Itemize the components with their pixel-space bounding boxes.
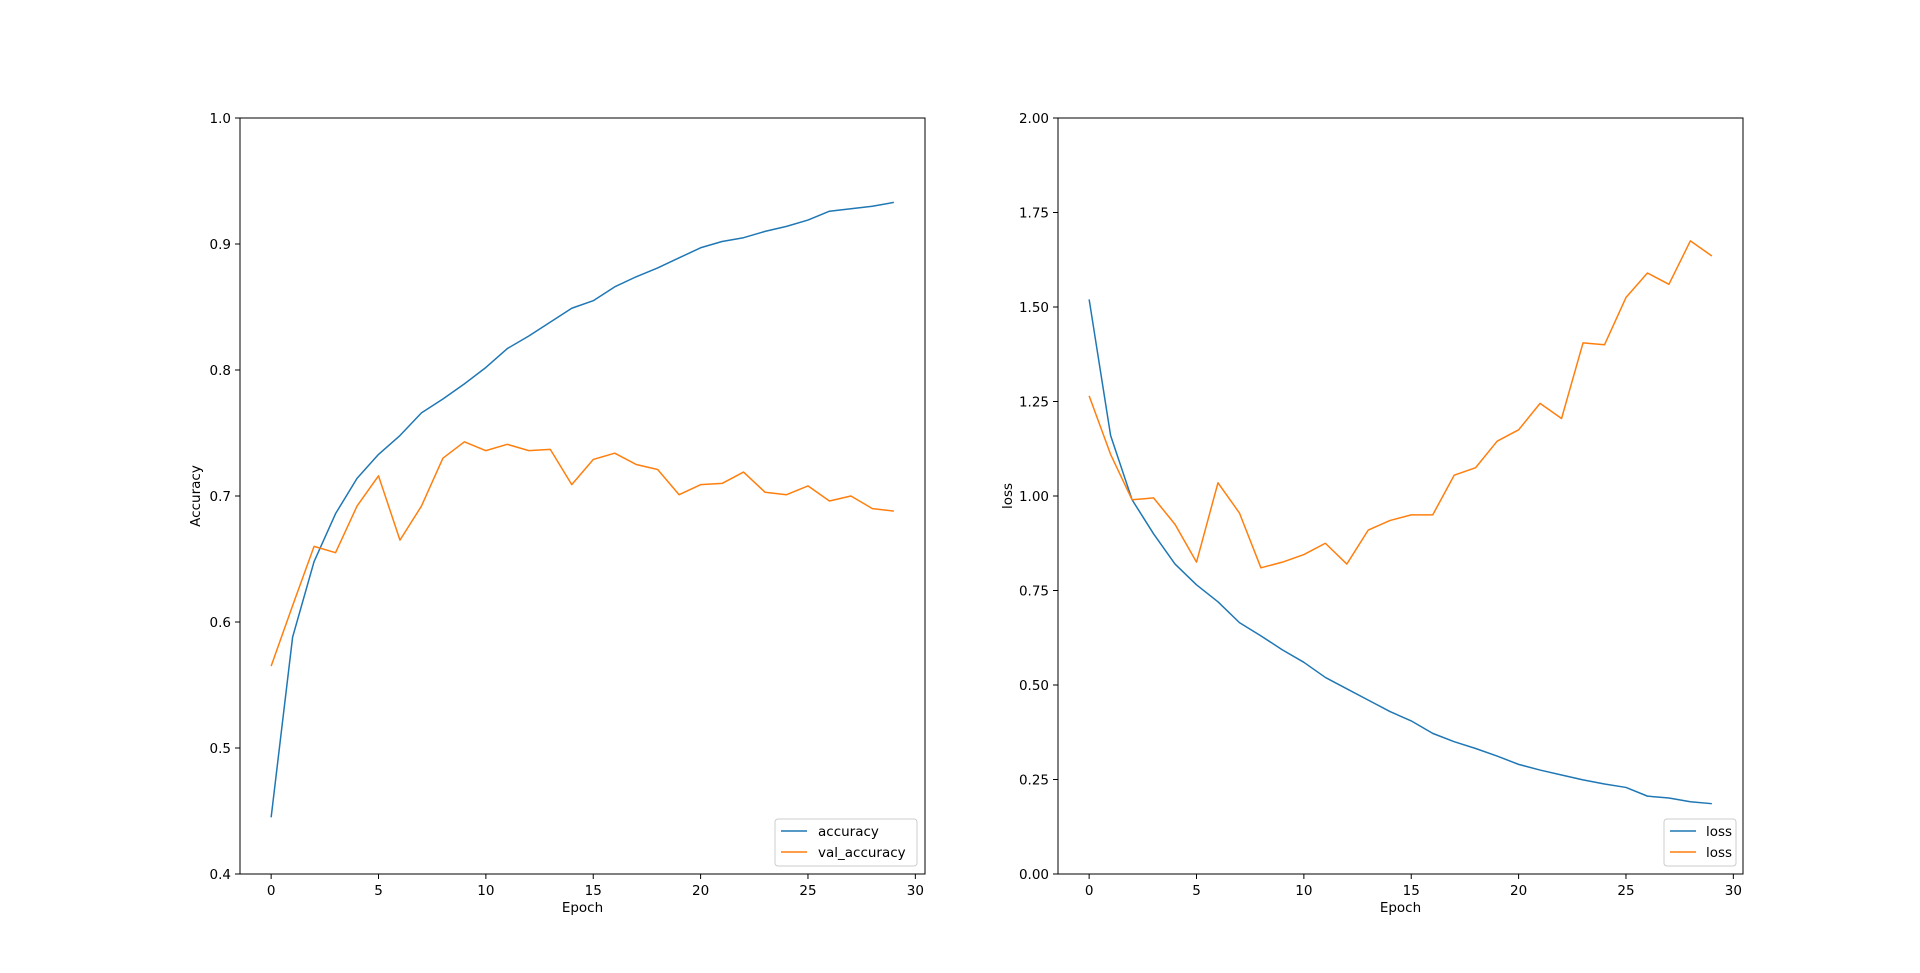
accuracy-y-tick-label: 0.4	[210, 867, 231, 883]
loss-y-tick-label: 0.00	[1019, 867, 1049, 883]
loss-series-line-1	[1088, 240, 1713, 569]
loss-y-tick-label: 0.25	[1019, 773, 1049, 789]
val-accuracy-legend-label: val_accuracy	[818, 845, 906, 861]
accuracy-y-tick-label: 0.5	[210, 741, 231, 757]
accuracy-chart: 0 5 10 15 20 25 30 0.4 0.5 0.6 0.7 0.8 0.9 1.0 Epoch…	[188, 111, 926, 916]
accuracy-y-axis-label: Accuracy	[188, 465, 204, 527]
loss-x-tick-label: 0	[1085, 883, 1094, 899]
accuracy-x-tick-label: 15	[585, 883, 602, 899]
loss-x-axis-label: Epoch	[1380, 900, 1421, 916]
loss-y-tick-label: 0.50	[1019, 678, 1049, 694]
loss-y-tick-label: 0.75	[1019, 584, 1049, 600]
accuracy-x-tick-label: 0	[267, 883, 276, 899]
loss-x-tick-label: 5	[1192, 883, 1201, 899]
accuracy-legend: accuracy val_accuracy	[774, 818, 918, 867]
accuracy-y-tick-label: 0.7	[210, 489, 231, 505]
accuracy-y-ticks: 0.4 0.5 0.6 0.7 0.8 0.9 1.0	[210, 111, 240, 883]
accuracy-x-tick-label: 25	[799, 883, 816, 899]
loss-x-tick-label: 20	[1510, 883, 1527, 899]
loss-x-tick-label: 10	[1295, 883, 1312, 899]
accuracy-x-tick-label: 20	[692, 883, 709, 899]
accuracy-plot-lines	[270, 201, 894, 818]
loss-series-line-0	[1088, 299, 1712, 805]
accuracy-series-line-1	[270, 441, 894, 667]
val-loss-legend-label: loss	[1706, 845, 1732, 861]
loss-plot-lines	[1088, 240, 1713, 805]
accuracy-series-line-0	[270, 201, 894, 818]
accuracy-y-tick-label: 1.0	[210, 111, 231, 127]
loss-x-tick-label: 30	[1725, 883, 1742, 899]
accuracy-x-tick-label: 30	[907, 883, 924, 899]
accuracy-x-axis-label: Epoch	[562, 900, 603, 916]
accuracy-x-tick-label: 5	[374, 883, 383, 899]
accuracy-legend-label: accuracy	[818, 824, 879, 840]
loss-y-axis-label: loss	[1000, 483, 1016, 509]
loss-x-tick-label: 25	[1617, 883, 1634, 899]
loss-x-ticks: 0 5 10 15 20 25 30	[1085, 874, 1742, 899]
loss-y-tick-label: 1.00	[1019, 489, 1049, 505]
accuracy-x-ticks: 0 5 10 15 20 25 30	[267, 874, 924, 899]
loss-legend-label: loss	[1706, 824, 1732, 840]
accuracy-y-tick-label: 0.8	[210, 363, 231, 379]
accuracy-y-tick-label: 0.6	[210, 615, 231, 631]
loss-x-tick-label: 15	[1403, 883, 1420, 899]
loss-y-tick-label: 1.75	[1019, 206, 1049, 222]
accuracy-y-tick-label: 0.9	[210, 237, 231, 253]
loss-chart: 0 5 10 15 20 25 30 0.00 0.25 0.50 0.75 1.00 1.25 1.5…	[1000, 111, 1744, 916]
loss-y-tick-label: 1.25	[1019, 395, 1049, 411]
loss-y-tick-label: 2.00	[1019, 111, 1049, 127]
accuracy-x-tick-label: 10	[477, 883, 494, 899]
loss-y-tick-label: 1.50	[1019, 300, 1049, 316]
loss-y-ticks: 0.00 0.25 0.50 0.75 1.00 1.25 1.50 1.75 2.00	[1019, 111, 1058, 883]
loss-legend: loss loss	[1663, 818, 1737, 867]
accuracy-legend-box	[774, 818, 918, 867]
